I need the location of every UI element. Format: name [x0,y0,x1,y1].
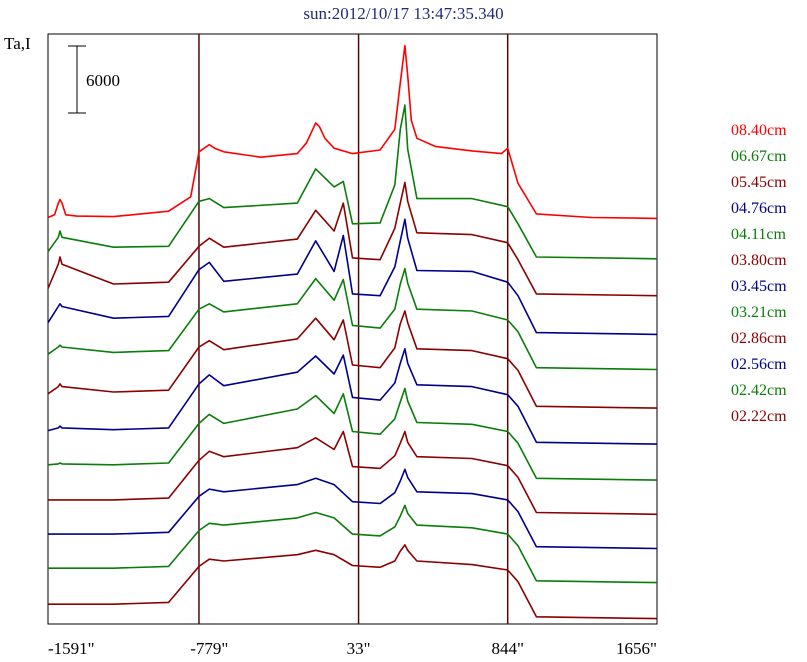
legend-entry: 04.11cm [731,226,786,243]
legend-entry: 03.80cm [731,252,787,269]
series-line-0545cm [47,181,658,297]
legend-entry: 02.42cm [731,382,787,399]
legend-entry: 02.56cm [731,356,787,373]
series-line-0242cm [48,504,658,584]
series-line-0256cm [48,468,658,550]
x-tick-label: -1591" [48,639,95,658]
legend-entry: 03.21cm [731,304,787,321]
series-line-0222cm [48,544,658,620]
legend-entry: 05.45cm [731,174,787,191]
series-line-0321cm [47,387,658,481]
y-axis-label: Ta,I [4,34,31,53]
legend-entry: 03.45cm [731,278,787,295]
series-line-0380cm [47,310,658,409]
legend-entry: 04.76cm [731,200,787,217]
legend-entry: 08.40cm [731,122,787,139]
x-tick-label: 33" [347,639,371,658]
chart-title: sun:2012/10/17 13:47:35.340 [303,4,504,23]
series-line-0667cm [47,104,658,260]
x-tick-label: 844" [491,639,523,658]
legend: 08.40cm 06.67cm 05.45cm 04.76cm 04.11cm 03.80… [731,118,787,430]
legend-entry: 02.86cm [731,330,787,347]
series-line-0286cm [48,430,658,516]
series-line-0411cm [47,267,658,371]
plot-frame [47,33,658,625]
series-line-0840cm [47,44,658,220]
legend-entry: 06.67cm [731,148,787,165]
series-line-0476cm [47,218,658,336]
scale-bar-label: 6000 [86,71,120,90]
x-tick-label: -779" [190,639,228,658]
series-line-0345cm [47,347,658,445]
legend-entry: 02.22cm [731,408,787,425]
x-tick-label: 1656" [616,639,657,658]
